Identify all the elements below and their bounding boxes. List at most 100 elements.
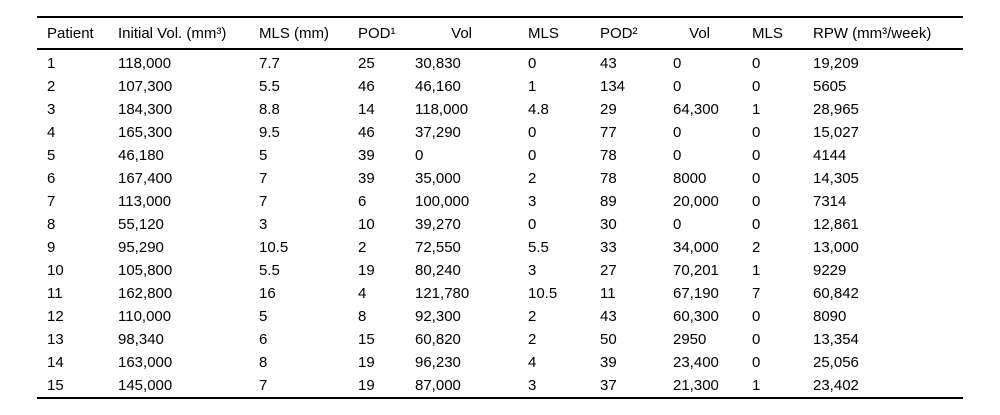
table-cell: 0 — [752, 124, 761, 141]
table-row: 13 98,340 6 15 60,820 2 50 2950 0 13,354 — [37, 328, 963, 351]
table-cell: 96,230 — [415, 354, 461, 371]
table-cell: 2 — [528, 331, 537, 348]
table-cell: 2 — [528, 308, 537, 325]
table-cell: 0 — [752, 216, 761, 233]
table-cell: 7314 — [813, 193, 847, 210]
table-cell: 6 — [47, 170, 56, 187]
table-cell: 7 — [259, 193, 268, 210]
table-cell: 80,240 — [415, 262, 461, 279]
table-cell: 43 — [600, 308, 617, 325]
table-row: 11 162,800 16 4 121,780 10.5 11 67,190 7 60,842 — [37, 282, 963, 305]
column-header-rpw: RPW (mm³/week) — [813, 24, 932, 42]
table-cell: 2 — [358, 239, 367, 256]
table-cell: 0 — [752, 147, 761, 164]
table-cell: 0 — [673, 78, 682, 95]
column-header-patient: Patient — [47, 24, 94, 42]
table-cell: 39 — [358, 170, 375, 187]
table-cell: 14 — [358, 101, 375, 118]
table-cell: 19,209 — [813, 55, 859, 72]
table-cell: 34,000 — [673, 239, 719, 256]
table-cell: 1 — [752, 377, 761, 394]
table-cell: 2 — [752, 239, 761, 256]
table-cell: 0 — [752, 193, 761, 210]
table-header: Patient Initial Vol. (mm³) MLS (mm) POD¹… — [37, 17, 963, 49]
table-cell: 7 — [47, 193, 56, 210]
table-cell: 0 — [752, 78, 761, 95]
table-cell: 39 — [600, 354, 617, 371]
table-cell: 118,000 — [415, 101, 469, 118]
table-cell: 3 — [259, 216, 268, 233]
table-cell: 12 — [47, 308, 64, 325]
table-cell: 72,550 — [415, 239, 461, 256]
table-cell: 67,190 — [673, 285, 719, 302]
table-cell: 113,000 — [118, 193, 172, 210]
table-cell: 165,300 — [118, 124, 173, 141]
table-cell: 4 — [528, 354, 537, 371]
table-cell: 8 — [259, 354, 268, 371]
table-row: 6 167,400 7 39 35,000 2 78 8000 0 14,305 — [37, 167, 963, 190]
table-cell: 5.5 — [528, 239, 549, 256]
table-cell: 50 — [600, 331, 617, 348]
table-cell: 2950 — [673, 331, 707, 348]
table-cell: 20,000 — [673, 193, 719, 210]
table-cell: 14 — [47, 354, 64, 371]
table-cell: 10.5 — [259, 239, 289, 256]
column-header-vol-2: Vol — [689, 24, 710, 42]
table-row: 8 55,120 3 10 39,270 0 30 0 0 12,861 — [37, 213, 963, 236]
table-row: 12 110,000 5 8 92,300 2 43 60,300 0 8090 — [37, 305, 963, 328]
table-cell: 13 — [47, 331, 64, 348]
patient-data-table-container: Patient Initial Vol. (mm³) MLS (mm) POD¹… — [37, 16, 963, 399]
table-cell: 8 — [47, 216, 56, 233]
table-cell: 167,400 — [118, 170, 173, 187]
table-cell: 46 — [358, 78, 375, 95]
table-cell: 118,000 — [118, 55, 172, 72]
table-cell: 3 — [528, 193, 537, 210]
table-row: 1 118,000 7.7 25 30,830 0 43 0 0 19,209 — [37, 49, 963, 75]
table-cell: 4.8 — [528, 101, 549, 118]
table-cell: 60,842 — [813, 285, 859, 302]
table-cell: 60,300 — [673, 308, 719, 325]
table-cell: 4 — [47, 124, 56, 141]
table-cell: 0 — [752, 170, 761, 187]
table-cell: 3 — [528, 377, 537, 394]
table-cell: 39 — [358, 147, 375, 164]
table-cell: 11 — [600, 285, 616, 302]
column-header-initial-vol: Initial Vol. (mm³) — [118, 24, 227, 42]
table-cell: 15 — [358, 331, 375, 348]
table-row: 5 46,180 5 39 0 0 78 0 0 4144 — [37, 144, 963, 167]
table-cell: 46 — [358, 124, 375, 141]
table-cell: 78 — [600, 170, 617, 187]
table-cell: 1 — [752, 262, 761, 279]
table-cell: 7.7 — [259, 55, 280, 72]
column-header-mls-mm: MLS (mm) — [259, 24, 329, 42]
table-cell: 0 — [528, 147, 537, 164]
table-cell: 23,400 — [673, 354, 719, 371]
table-cell: 95,290 — [118, 239, 164, 256]
table-cell: 0 — [752, 354, 761, 371]
table-cell: 77 — [600, 124, 617, 141]
table-cell: 1 — [752, 101, 761, 118]
table-cell: 1 — [528, 78, 537, 95]
table-cell: 145,000 — [118, 377, 173, 394]
table-body: 1 118,000 7.7 25 30,830 0 43 0 0 19,209 2 107,300 5.… — [37, 49, 963, 398]
table-cell: 28,965 — [813, 101, 859, 118]
column-header-pod2: POD² — [600, 24, 638, 42]
table-cell: 5.5 — [259, 78, 280, 95]
table-cell: 105,800 — [118, 262, 173, 279]
column-header-mls-1: MLS — [528, 24, 559, 42]
table-row: 15 145,000 7 19 87,000 3 37 21,300 1 23,402 — [37, 374, 963, 398]
table-cell: 78 — [600, 147, 617, 164]
table-cell: 19 — [358, 377, 375, 394]
table-cell: 15 — [47, 377, 64, 394]
table-cell: 134 — [600, 78, 626, 95]
table-cell: 100,000 — [415, 193, 470, 210]
table-cell: 5.5 — [259, 262, 280, 279]
table-cell: 43 — [600, 55, 617, 72]
table-row: 7 113,000 7 6 100,000 3 89 20,000 0 7314 — [37, 190, 963, 213]
table-cell: 21,300 — [673, 377, 719, 394]
table-cell: 162,800 — [118, 285, 173, 302]
table-cell: 15,027 — [813, 124, 859, 141]
table-cell: 5 — [259, 147, 268, 164]
table-cell: 121,780 — [415, 285, 470, 302]
table-cell: 89 — [600, 193, 617, 210]
